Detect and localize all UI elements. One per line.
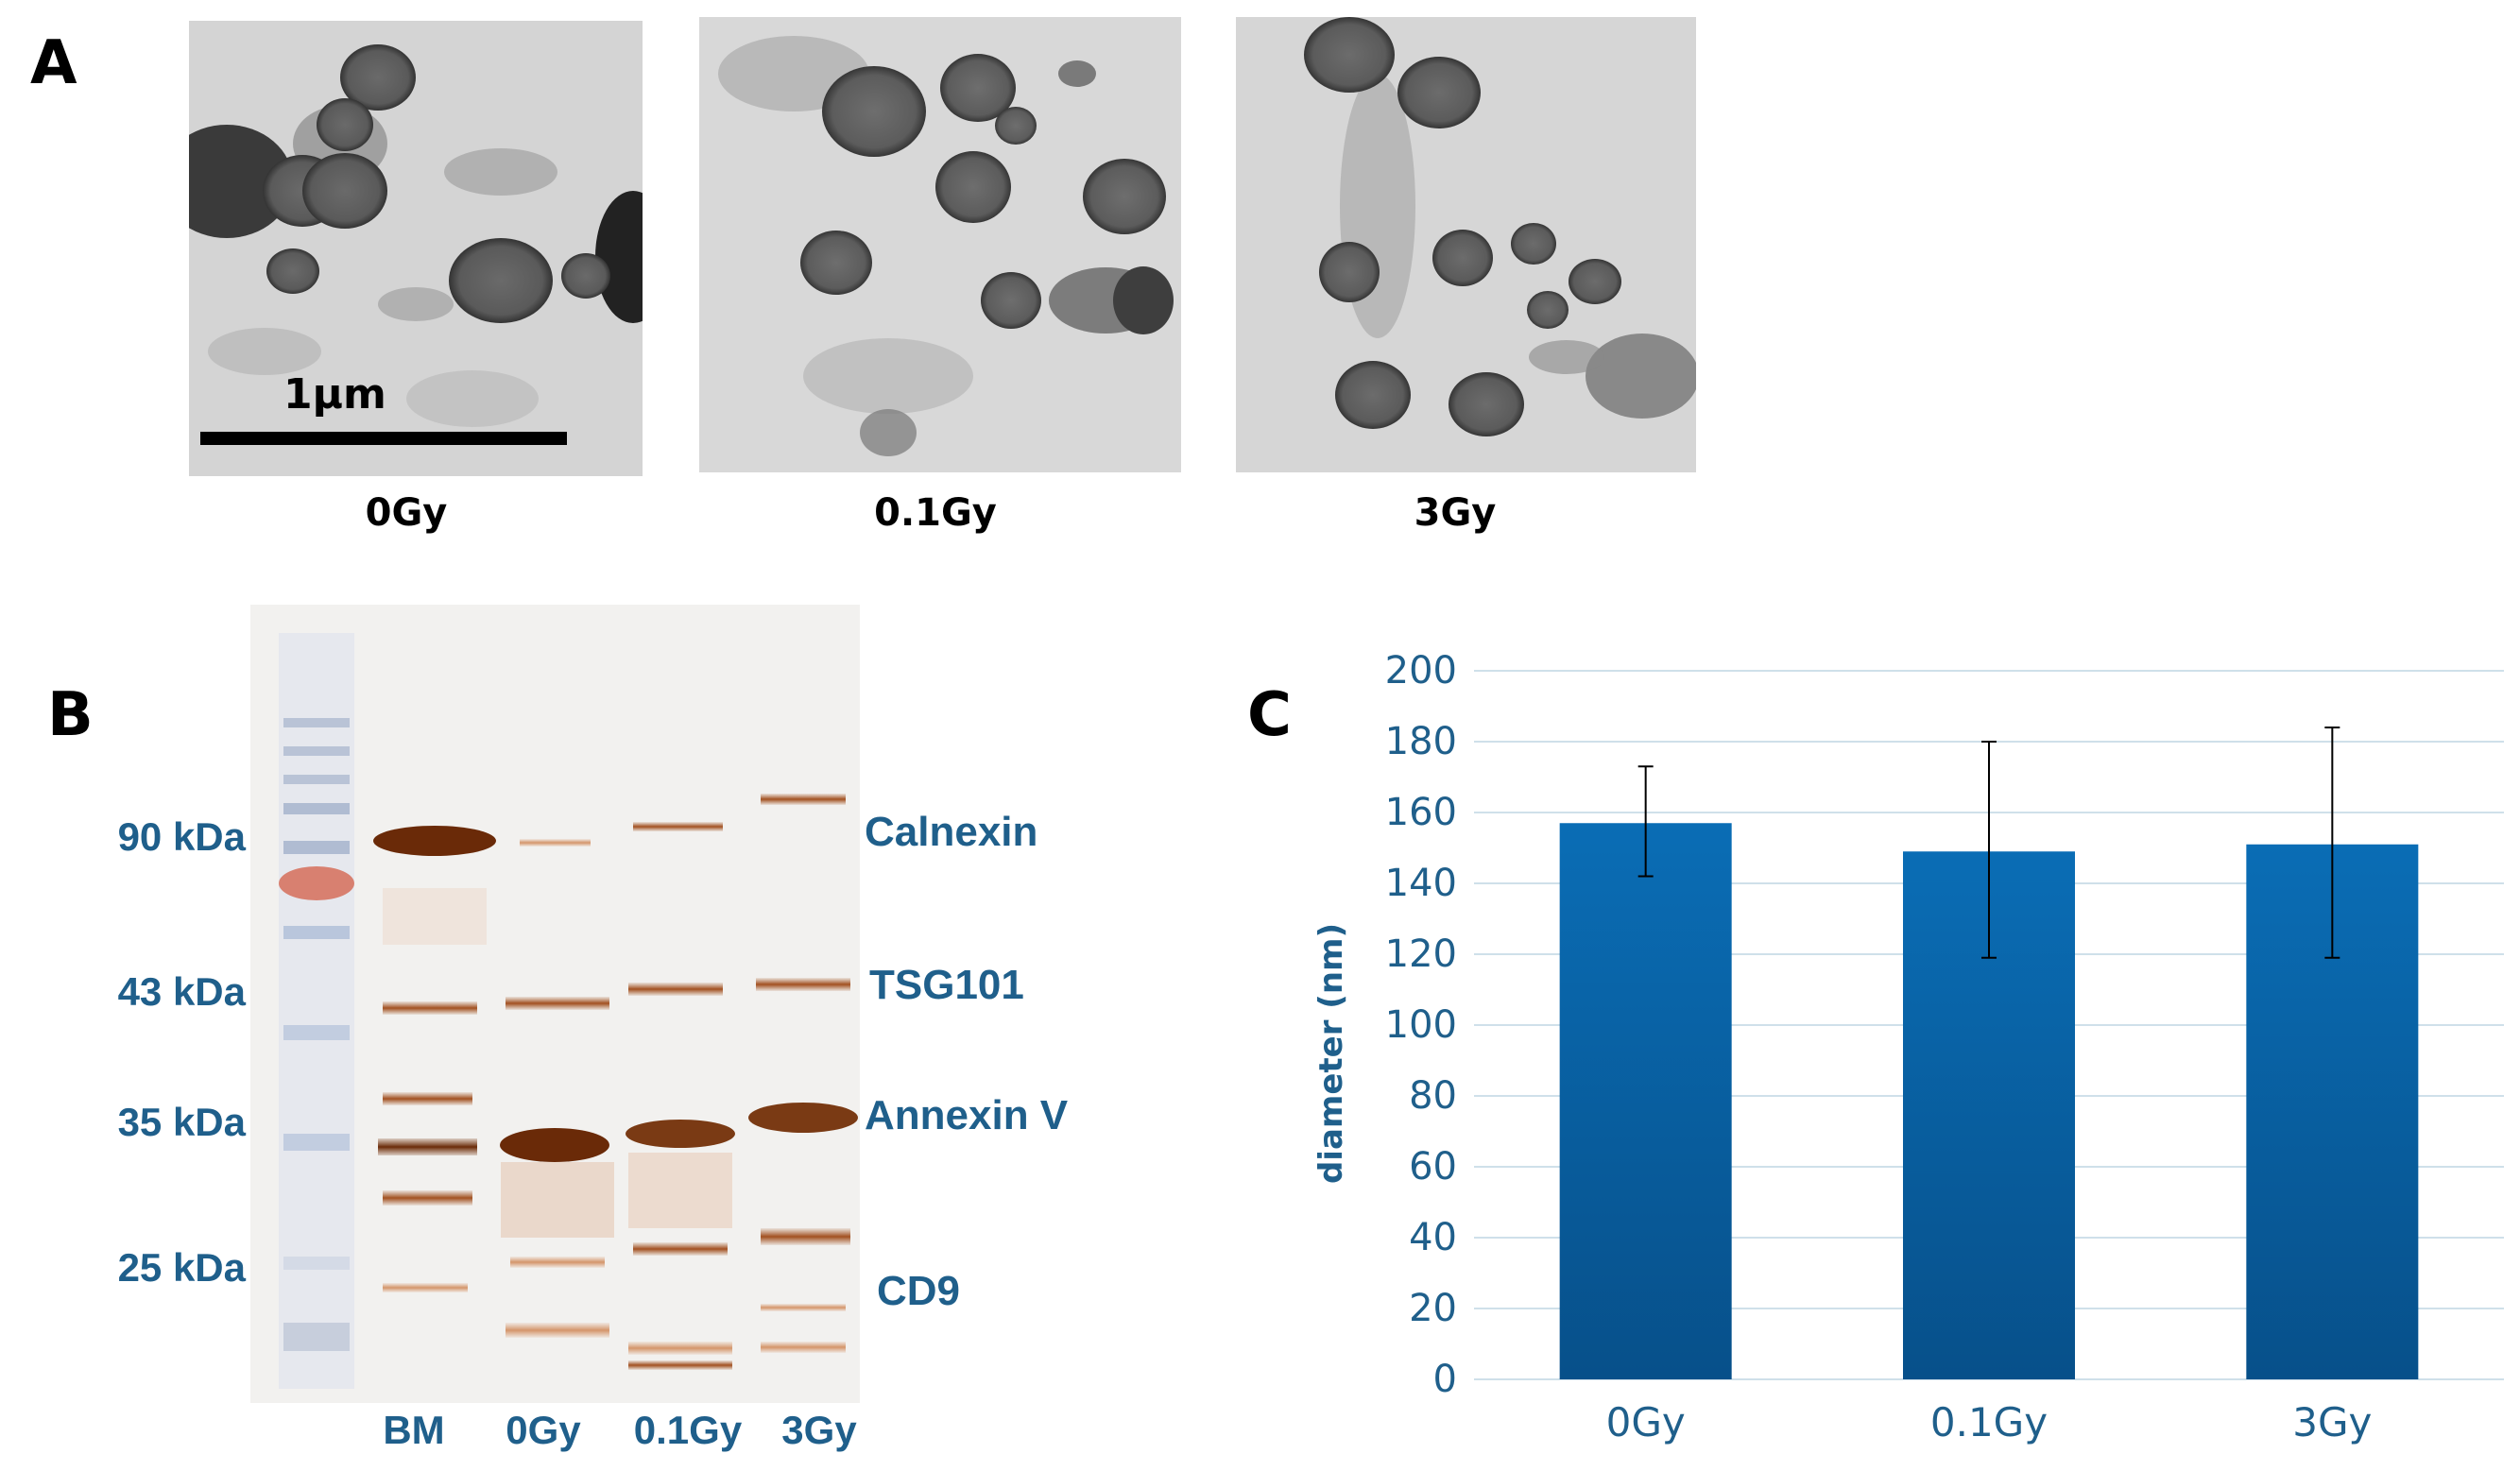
- error-bar-0Gy: [1637, 765, 1654, 878]
- kda-label-35: 35 kDa: [117, 1100, 246, 1144]
- lane-label-0gy: 0Gy: [506, 1408, 581, 1452]
- em-image-0gy: [189, 21, 643, 476]
- em-caption-3gy: 3Gy: [1414, 491, 1497, 535]
- y-tick-label: 140: [1385, 862, 1457, 905]
- kda-label-25: 25 kDa: [117, 1245, 246, 1290]
- y-tick-label: 120: [1385, 932, 1457, 976]
- protein-label-cd9: CD9: [877, 1268, 961, 1314]
- y-tick-label: 160: [1385, 791, 1457, 834]
- x-tick-label-3Gy: 3Gy: [2292, 1399, 2372, 1445]
- western-blot-image: [250, 605, 860, 1403]
- y-tick-label: 0: [1433, 1358, 1457, 1401]
- error-bar-3Gy: [2324, 727, 2340, 959]
- y-tick-label: 200: [1385, 649, 1457, 693]
- y-tick-label: 180: [1385, 720, 1457, 763]
- em-image-3gy: [1236, 17, 1696, 472]
- scale-bar: [200, 432, 567, 445]
- lane-label-0.1gy: 0.1Gy: [633, 1408, 743, 1452]
- panel-label-b: B: [47, 680, 94, 750]
- x-tick-label-0.1Gy: 0.1Gy: [1930, 1399, 2048, 1445]
- panel-label-c: C: [1247, 680, 1292, 750]
- panel-label-a: A: [30, 28, 77, 98]
- x-tick-label-0Gy: 0Gy: [1606, 1399, 1686, 1445]
- lane-label-bm: BM: [383, 1408, 445, 1452]
- protein-label-annexin-v: Annexin V: [865, 1092, 1069, 1138]
- chart-y-axis-label: diameter (nm): [1312, 923, 1350, 1184]
- protein-label-calnexin: Calnexin: [865, 809, 1038, 855]
- protein-label-tsg101: TSG101: [869, 962, 1024, 1008]
- em-image-0.1gy: [699, 17, 1181, 472]
- kda-label-90: 90 kDa: [117, 814, 246, 859]
- bar-0Gy: [1559, 823, 1732, 1379]
- y-tick-label: 100: [1385, 1003, 1457, 1047]
- y-tick-label: 80: [1409, 1074, 1457, 1118]
- em-caption-0gy: 0Gy: [365, 491, 448, 535]
- y-tick-label: 60: [1409, 1145, 1457, 1189]
- kda-label-43: 43 kDa: [117, 969, 246, 1014]
- lane-label-3gy: 3Gy: [781, 1408, 857, 1452]
- scale-bar-label: 1µm: [283, 370, 386, 419]
- em-caption-0.1gy: 0.1Gy: [874, 491, 997, 535]
- y-tick-label: 20: [1409, 1287, 1457, 1330]
- error-bar-0.1Gy: [1981, 741, 1997, 959]
- y-tick-label: 40: [1409, 1216, 1457, 1259]
